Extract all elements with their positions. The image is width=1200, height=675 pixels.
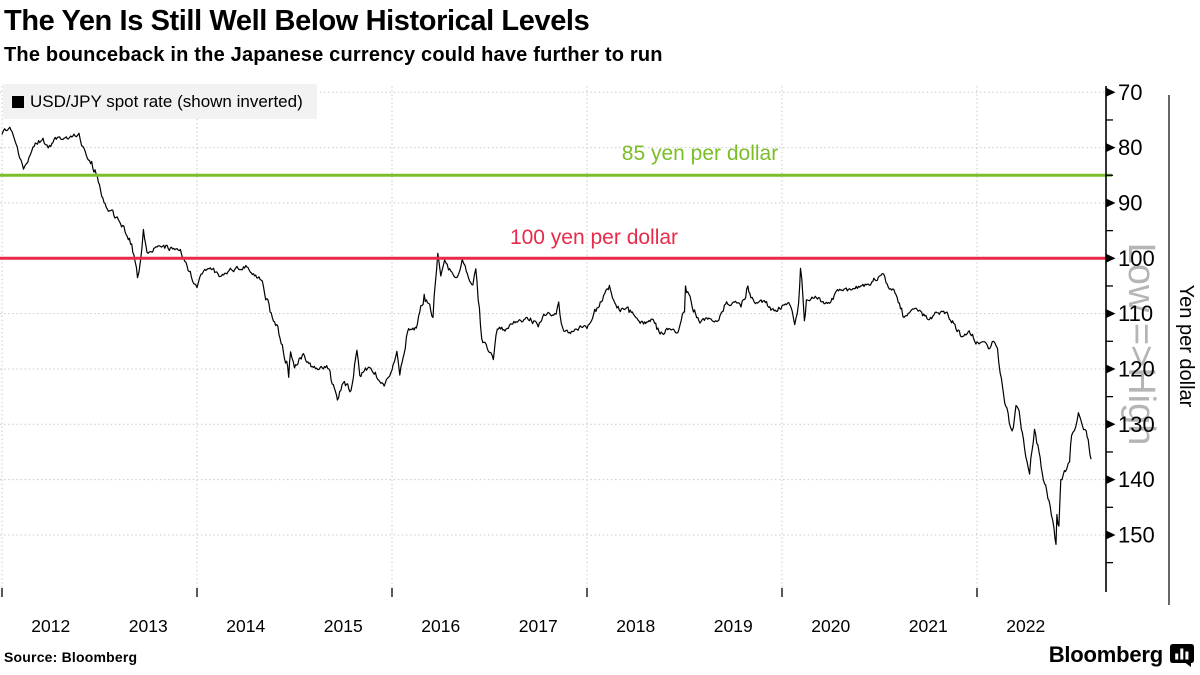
y-tick-label: 130 [1118,412,1155,437]
y-axis-arrow-tick [1106,87,1116,97]
y-axis-title: Yen per dollar [1175,285,1197,408]
bloomberg-logo: Bloomberg [1049,642,1194,668]
ref-line-label-100: 100 yen per dollar [509,226,679,249]
black-square-series-swatch-icon [12,95,24,108]
x-year-label: 2019 [714,616,753,636]
source-note: Source: Bloomberg [4,649,138,665]
ref-line-label-85: 85 yen per dollar [621,142,779,165]
x-year-label: 2013 [129,616,168,636]
bloomberg-chart-bubble-icon [1170,643,1194,667]
y-tick-label: 80 [1118,135,1142,160]
y-tick-label: 90 [1118,190,1142,215]
x-year-label: 2012 [31,616,70,636]
x-year-label: 2020 [811,616,850,636]
y-tick-label: 120 [1118,356,1155,381]
x-year-label: 2022 [1006,616,1045,636]
legend-label: USD/JPY spot rate (shown inverted) [30,91,303,111]
legend: USD/JPY spot rate (shown inverted) [3,84,317,119]
y-axis-arrow-tick [1106,475,1116,485]
x-year-label: 2016 [421,616,460,636]
x-year-label: 2018 [616,616,655,636]
y-axis-arrow-tick [1106,530,1116,540]
y-tick-label: 100 [1118,246,1155,271]
y-axis-arrow-tick [1106,419,1116,429]
y-tick-label: 150 [1118,522,1155,547]
y-tick-label: 110 [1118,301,1153,326]
bloomberg-logo-text: Bloomberg [1048,642,1164,667]
x-year-label: 2014 [226,616,265,636]
y-axis-arrow-tick [1106,364,1116,374]
usdjpy-series-line [1,126,1092,545]
page-subtitle: The bounceback in the Japanese currency … [4,44,663,66]
page-title: The Yen Is Still Well Below Historical L… [4,5,590,37]
x-year-label: 2021 [909,616,948,636]
y-axis-arrow-tick [1106,198,1116,208]
y-tick-label: 70 [1118,80,1142,105]
y-tick-label: 140 [1118,467,1155,492]
y-axis-arrow-tick [1106,143,1116,153]
x-year-label: 2015 [324,616,363,636]
y-axis-arrow-tick [1106,253,1116,263]
x-year-label: 2017 [519,616,558,636]
y-axis-watermark: Low =>High [1120,243,1162,446]
y-axis-arrow-tick [1106,309,1116,319]
